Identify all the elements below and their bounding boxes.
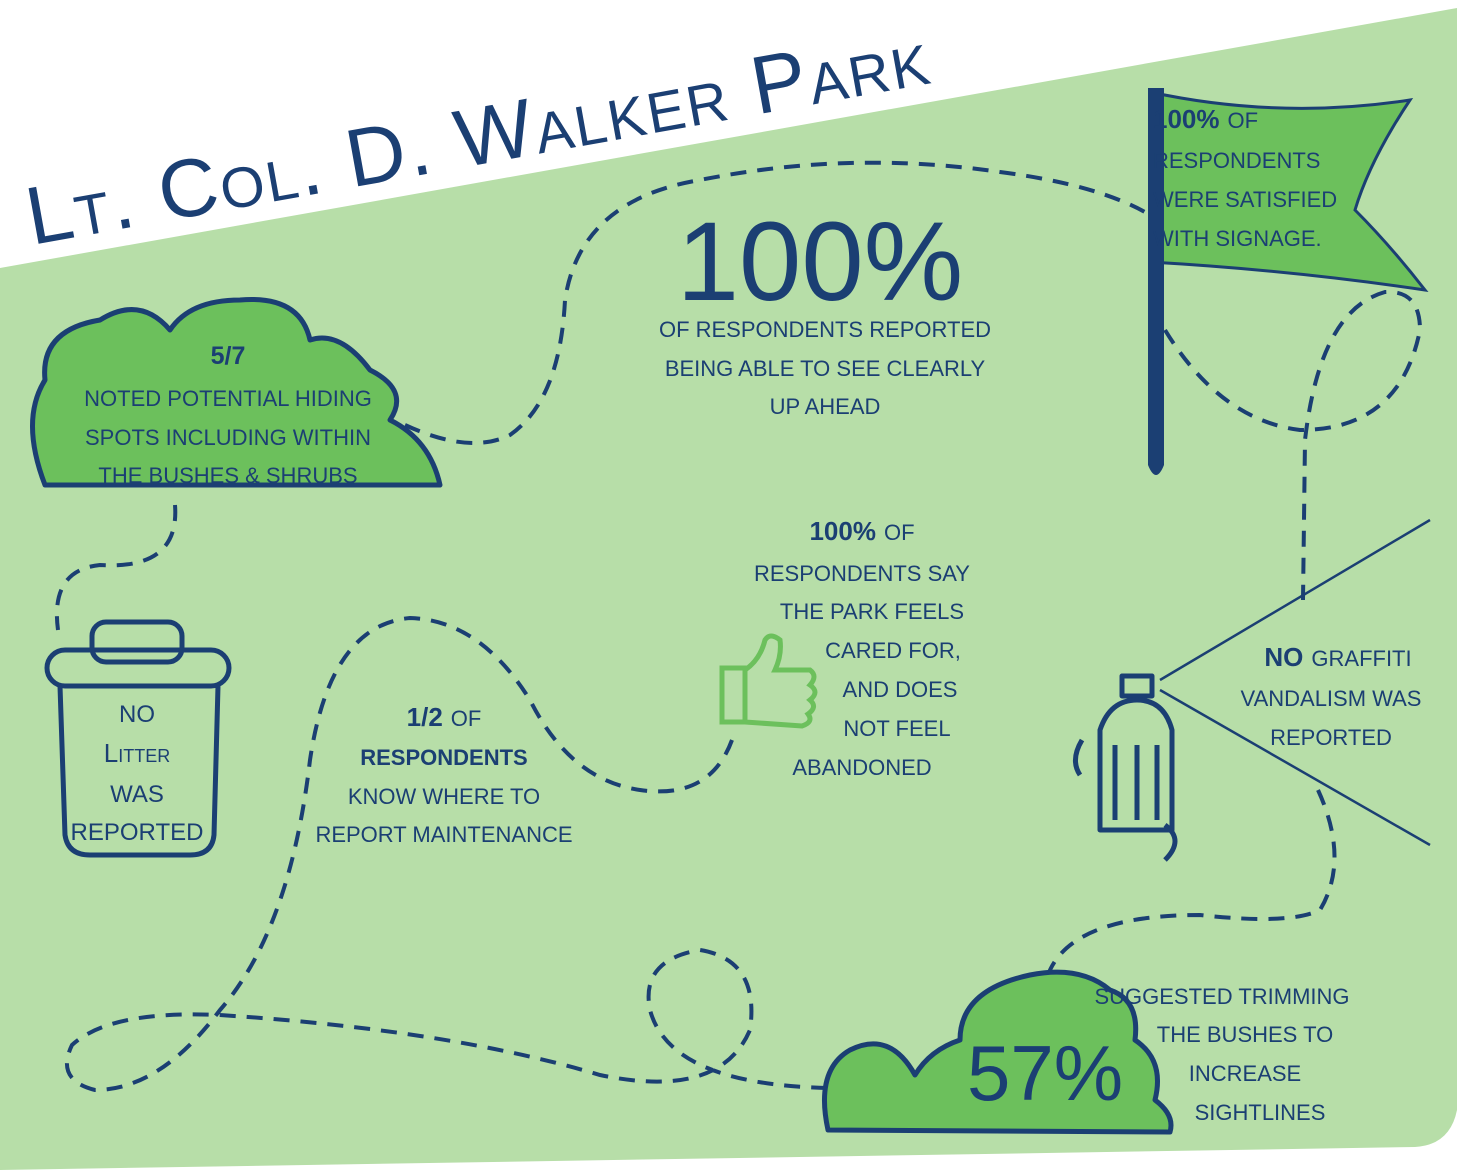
- caption-line: NO: [119, 701, 155, 728]
- caption-line: WERE SATISFIED: [1153, 187, 1337, 212]
- flag-pole: [1148, 88, 1164, 475]
- cloud: [30, 297, 443, 488]
- caption-line: VANDALISM WAS: [1241, 686, 1422, 711]
- headline-rest: GRAFFITI: [1311, 646, 1411, 671]
- highlight: 1/2: [407, 702, 443, 732]
- trail: [1163, 289, 1423, 601]
- spray-lines: [1159, 518, 1431, 847]
- thumbs-up: [719, 633, 818, 729]
- caption-line: WITH SIGNAGE.: [1153, 226, 1322, 251]
- figure: 57%: [967, 1029, 1123, 1117]
- headline: 100% OF: [809, 516, 914, 546]
- headline: 1/2 OF: [407, 702, 482, 732]
- caption-line: AND DOES: [843, 677, 958, 702]
- headline: 100% OF: [1153, 104, 1258, 134]
- highlight: 100%: [1153, 104, 1220, 134]
- caption-line: REPORTED: [1270, 725, 1392, 750]
- caption-line: THE BUSHES TO: [1157, 1022, 1333, 1047]
- caption-line: RESPONDENTS: [360, 745, 527, 770]
- caption-line: NOT FEEL: [843, 716, 950, 741]
- highlight: NO: [1264, 642, 1303, 672]
- caption-line: NOTED POTENTIAL HIDING: [84, 386, 372, 411]
- figure: 100%: [677, 199, 963, 324]
- trail: [404, 160, 1152, 445]
- caption-line: KNOW WHERE TO: [348, 784, 540, 809]
- caption-line: REPORT MAINTENANCE: [315, 822, 572, 847]
- figure: 5/7: [211, 342, 246, 370]
- caption-line: Litter: [104, 738, 170, 768]
- trail: [54, 504, 178, 631]
- caption-line: OF RESPONDENTS REPORTED: [659, 317, 991, 342]
- highlight: 100%: [809, 516, 876, 546]
- caption-line: THE PARK FEELS: [780, 599, 964, 624]
- headline-rest: OF: [451, 706, 482, 731]
- park-background: [0, 8, 1457, 1170]
- caption-line: INCREASE: [1189, 1061, 1301, 1086]
- trail: [65, 615, 831, 1093]
- spray-can: [1073, 673, 1178, 862]
- flag: [1148, 90, 1429, 293]
- caption-line: REPORTED: [71, 819, 204, 846]
- caption-line: THE BUSHES & SHRUBS: [98, 463, 357, 488]
- bushes: [822, 969, 1174, 1135]
- caption-line: SUGGESTED TRIMMING: [1094, 984, 1349, 1009]
- headline-rest: OF: [884, 520, 915, 545]
- caption-line: SIGHTLINES: [1195, 1100, 1326, 1125]
- trash-can: [44, 619, 232, 858]
- caption-line: ABANDONED: [792, 755, 931, 780]
- caption-line: SPOTS INCLUDING WITHIN: [85, 425, 371, 450]
- caption-line: UP AHEAD: [770, 394, 881, 419]
- caption-line: RESPONDENTS SAY: [754, 561, 970, 586]
- headline-rest: OF: [1228, 108, 1259, 133]
- caption-line: WAS: [110, 781, 164, 808]
- caption-line: RESPONDENTS: [1153, 148, 1320, 173]
- caption-line: BEING ABLE TO SEE CLEARLY: [665, 356, 986, 381]
- caption-line: CARED FOR,: [825, 638, 961, 663]
- headline: NO GRAFFITI: [1264, 642, 1411, 672]
